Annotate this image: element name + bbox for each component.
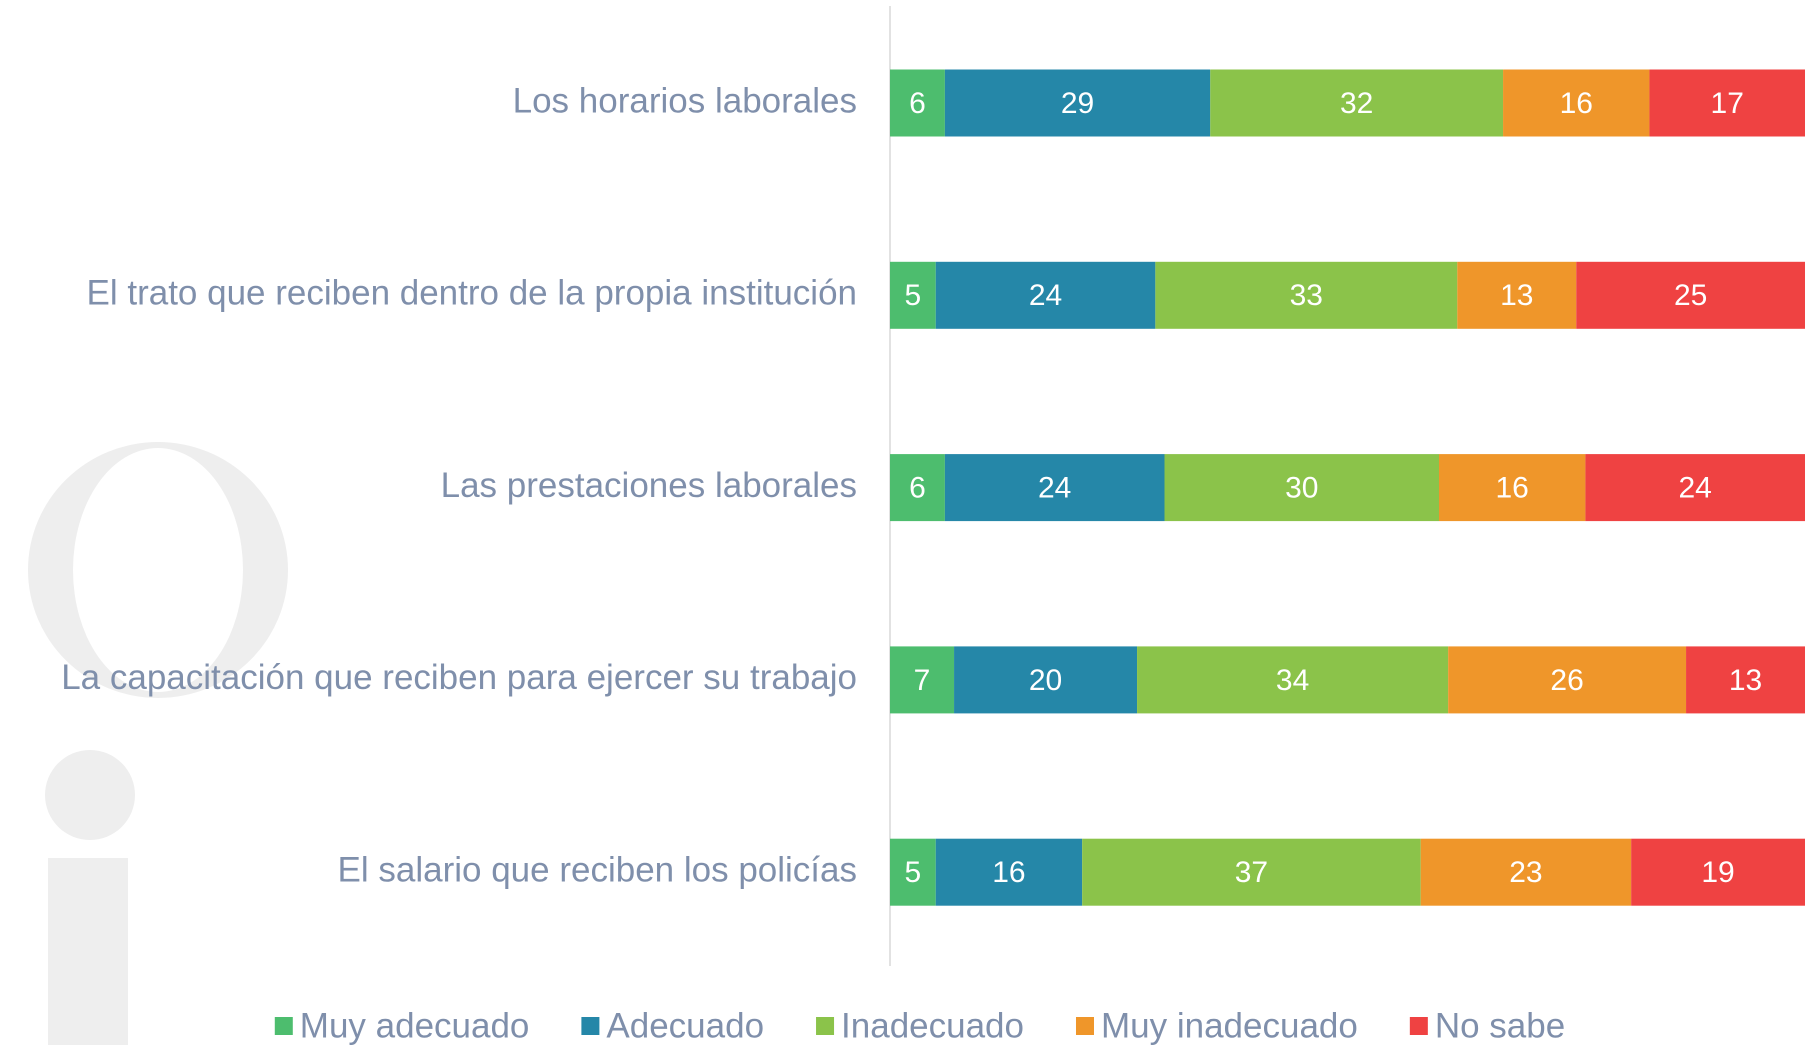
value-label: 24 (1029, 279, 1062, 312)
value-label: 17 (1711, 87, 1744, 120)
bar-segment (890, 454, 945, 522)
value-label: 20 (1029, 664, 1062, 697)
value-label: 16 (1560, 87, 1593, 120)
value-label: 19 (1701, 856, 1734, 889)
category-label: Los horarios laborales (513, 81, 857, 120)
value-label: 33 (1290, 279, 1323, 312)
bar-segment (944, 454, 1165, 522)
value-label: 7 (914, 664, 931, 697)
bar-segment (890, 261, 936, 329)
watermark (28, 442, 288, 1045)
bar-segment (1155, 261, 1458, 329)
value-label: 37 (1235, 856, 1268, 889)
bar-segment (1585, 454, 1805, 522)
watermark-shape (48, 858, 128, 1045)
watermark-shape (73, 448, 243, 692)
value-label: 23 (1509, 856, 1542, 889)
category-label: El trato que reciben dentro de la propia… (87, 274, 857, 313)
bar-segment (1503, 69, 1650, 137)
bar-segment (1457, 261, 1577, 329)
legend-label: Muy adecuado (300, 1006, 530, 1045)
legend-label: Inadecuado (841, 1006, 1024, 1045)
legend-swatch (1409, 1017, 1428, 1035)
bar-segment (1686, 646, 1805, 714)
bar-segment (935, 261, 1156, 329)
value-label: 26 (1550, 664, 1583, 697)
value-label: 34 (1276, 664, 1309, 697)
value-label: 24 (1679, 472, 1712, 505)
value-label: 13 (1729, 664, 1762, 697)
bar-segment (1649, 69, 1805, 137)
bar-segment (1420, 838, 1632, 906)
bar-segment (954, 646, 1138, 714)
legend-swatch (274, 1017, 293, 1035)
bar-segment (1210, 69, 1504, 137)
category-label: Las prestaciones laborales (441, 466, 857, 505)
value-label: 16 (1496, 472, 1529, 505)
bar-segment (890, 69, 945, 137)
category-label: El salario que reciben los policías (338, 850, 857, 889)
value-label: 29 (1061, 87, 1094, 120)
bar-segment (1137, 646, 1449, 714)
bar-segment (944, 69, 1211, 137)
value-label: 5 (905, 856, 922, 889)
bar-segment (1082, 838, 1421, 906)
bar-segment (1448, 646, 1687, 714)
bar-segment (890, 838, 936, 906)
legend-label: Adecuado (606, 1006, 764, 1045)
legend-swatch (1075, 1017, 1094, 1035)
legend-swatch (816, 1017, 835, 1035)
value-label: 30 (1285, 472, 1318, 505)
bar-segment (1439, 454, 1586, 522)
value-label: 6 (909, 87, 926, 120)
bar-segment (1164, 454, 1439, 522)
value-label: 32 (1340, 87, 1373, 120)
value-label: 16 (992, 856, 1025, 889)
value-label: 6 (909, 472, 926, 505)
value-label: 13 (1500, 279, 1533, 312)
legend: Muy adecuado Adecuado Inadecuado Muy inadec… (274, 1006, 1565, 1045)
watermark-shape (45, 750, 135, 840)
bar-segment (1631, 838, 1805, 906)
category-label: La capacitación que reciben para ejercer… (61, 658, 857, 697)
bar-segment (890, 646, 955, 714)
bar-segment (1576, 261, 1805, 329)
value-label: 24 (1038, 472, 1071, 505)
bar-segment (935, 838, 1083, 906)
legend-label: No sabe (1435, 1006, 1565, 1045)
legend-label: Muy inadecuado (1101, 1006, 1358, 1045)
value-label: 5 (905, 279, 922, 312)
value-label: 25 (1674, 279, 1707, 312)
legend-swatch (581, 1017, 600, 1035)
